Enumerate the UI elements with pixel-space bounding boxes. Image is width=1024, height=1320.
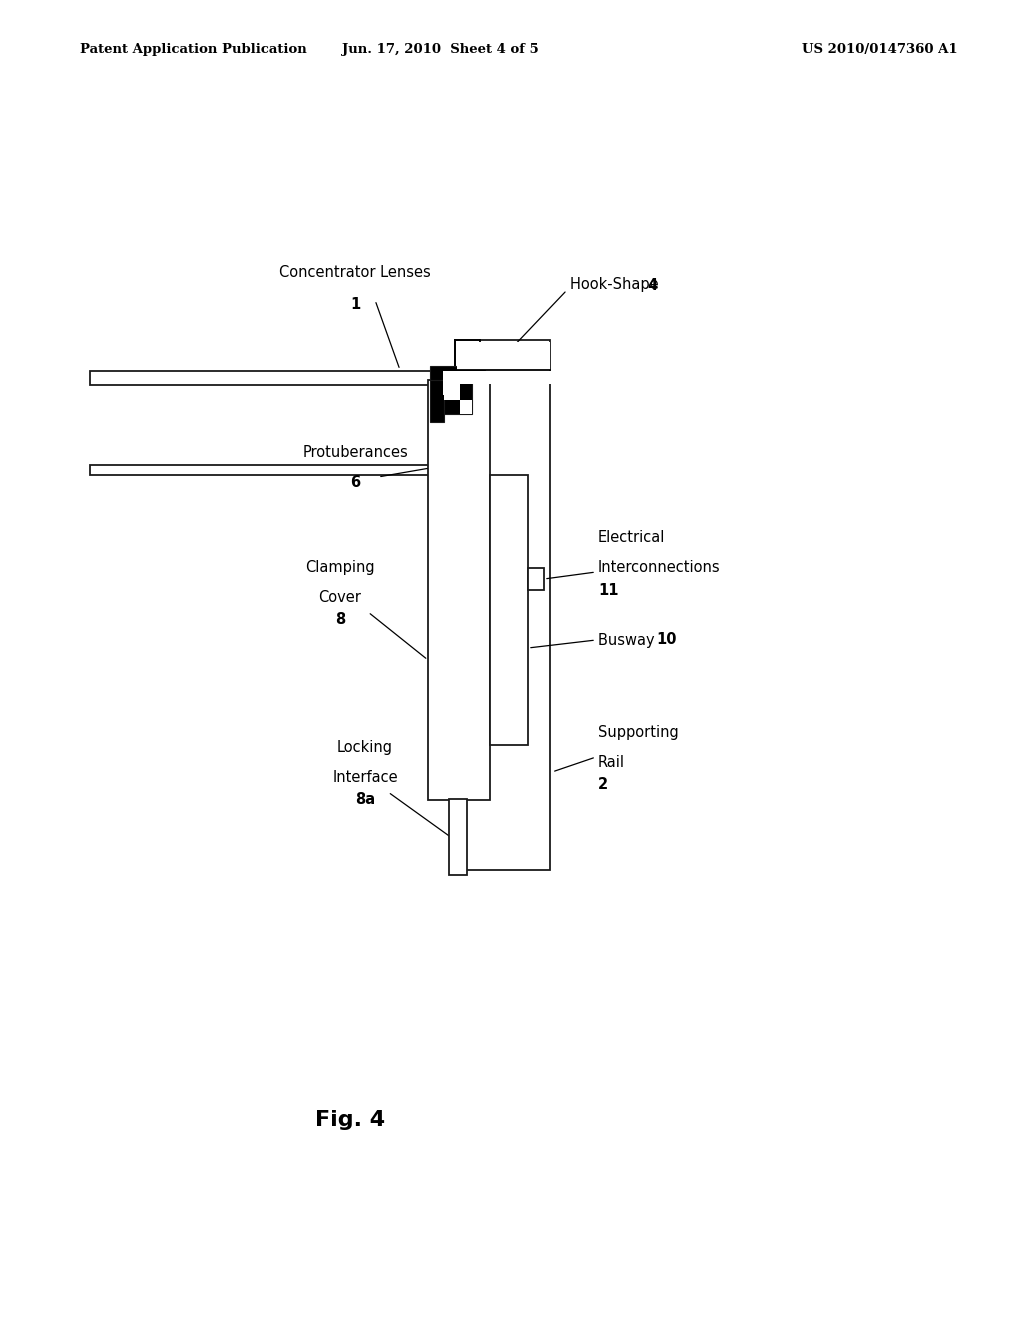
Bar <box>444 380 460 400</box>
Text: Busway: Busway <box>598 632 659 648</box>
Bar <box>490 475 528 744</box>
Text: 10: 10 <box>656 632 677 648</box>
Text: Protuberances: Protuberances <box>302 445 408 459</box>
Text: Cover: Cover <box>318 590 361 605</box>
Text: Locking: Locking <box>337 741 393 755</box>
Text: 8a: 8a <box>355 792 375 807</box>
Bar <box>90 371 455 385</box>
Bar <box>428 380 490 800</box>
Text: Clamping: Clamping <box>305 560 375 576</box>
Bar <box>449 799 467 875</box>
Text: 2: 2 <box>598 777 608 792</box>
Bar <box>457 342 550 370</box>
Text: 6: 6 <box>350 475 360 490</box>
Text: Supporting: Supporting <box>598 725 679 741</box>
Bar <box>455 341 550 870</box>
Bar <box>444 380 472 414</box>
Text: Patent Application Publication: Patent Application Publication <box>80 44 307 57</box>
Text: Interface: Interface <box>332 770 397 785</box>
Text: 11: 11 <box>598 583 618 598</box>
Bar <box>430 366 485 380</box>
Bar <box>456 371 556 384</box>
Bar <box>443 371 456 395</box>
Text: US 2010/0147360 A1: US 2010/0147360 A1 <box>802 44 957 57</box>
Text: Interconnections: Interconnections <box>598 560 721 576</box>
Bar <box>528 568 544 590</box>
Text: Rail: Rail <box>598 755 625 770</box>
Text: 8: 8 <box>335 612 345 627</box>
Text: Fig. 4: Fig. 4 <box>315 1110 385 1130</box>
Text: Electrical: Electrical <box>598 531 666 545</box>
Text: 1: 1 <box>350 297 360 312</box>
Text: Hook-Shape: Hook-Shape <box>570 277 664 293</box>
Bar <box>90 465 435 475</box>
Text: Concentrator Lenses: Concentrator Lenses <box>280 265 431 280</box>
Bar <box>430 380 444 422</box>
Text: Jun. 17, 2010  Sheet 4 of 5: Jun. 17, 2010 Sheet 4 of 5 <box>342 44 539 57</box>
Text: 4: 4 <box>647 277 657 293</box>
Bar <box>460 400 472 414</box>
